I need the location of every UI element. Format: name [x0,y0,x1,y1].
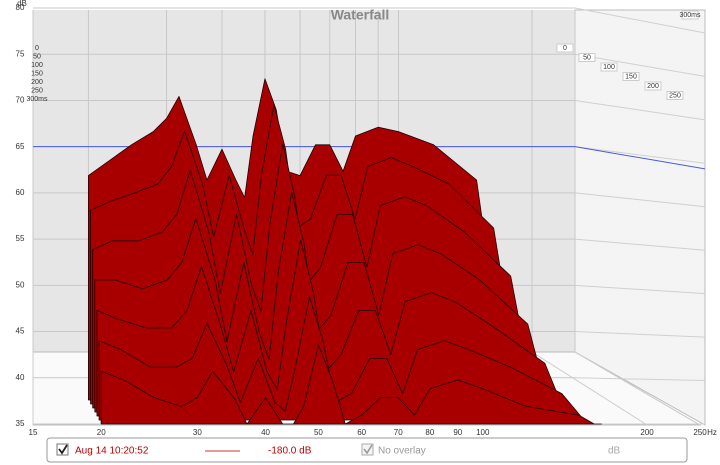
waterfall-slice [100,344,602,425]
y-tick-label: 75 [16,49,25,58]
time-tick-label: 0 [563,45,567,52]
time-tick-box [644,81,662,91]
level: -180.0 dB [268,446,312,457]
y-tick-label: 65 [16,142,25,151]
time-tick-label: 300ms [26,96,48,103]
y-tick-label: 35 [16,419,25,428]
x-tick-label: 60 [357,428,366,437]
y-tick-label: 60 [16,188,25,197]
time-tick-label: 50 [583,54,591,61]
y-tick-label: 55 [16,234,25,243]
y-tick-label: 70 [16,96,25,105]
time-tick-label: 200 [647,83,659,90]
grid-line [574,53,706,77]
time-tick-box [666,91,684,100]
y-tick-label: 50 [16,280,25,289]
time-tick-label: 250 [669,92,681,99]
x-unit: Hz [707,428,717,437]
x-tick-label: 70 [394,428,403,437]
time-tick-label: 100 [603,64,615,71]
time-tick-label: 300ms [679,12,701,19]
y-tick-label: 45 [16,327,25,336]
grid-line [574,238,706,251]
time-tick-label: 150 [31,70,43,77]
x-tick-label: 80 [425,428,434,437]
measurement-name: Aug 14 10:20:52 [75,446,149,457]
check [58,444,68,455]
time-tick-label: 200 [31,79,43,86]
time-tick-box [578,53,596,62]
grid-line [574,192,706,208]
time-tick-box [600,62,618,72]
grid-line [574,284,706,295]
grid-line [574,331,706,338]
grid-line [574,351,701,426]
x-tick-label: 50 [314,428,323,437]
x-tick-label: 250 [693,428,707,437]
grid-line [531,351,648,426]
time-tick-label: 50 [33,53,41,60]
x-tick-label: 20 [97,428,106,437]
time-tick-label: 150 [625,73,637,80]
overlay-checkbox[interactable] [361,443,374,456]
unit: dB [608,446,621,457]
check [363,444,373,455]
x-tick-label: 30 [193,428,202,437]
grid-line [574,377,706,382]
y-tick-label: 80 [16,3,25,12]
time-tick-label: 0 [35,45,39,52]
grid-line [574,7,706,34]
x-tick-label: 40 [261,428,270,437]
time-tick-box [681,10,699,20]
y-tick-label: 40 [16,373,25,382]
chart-title: Waterfall [331,7,390,23]
reference-line [33,146,706,170]
overlay: No overlay [378,446,426,457]
time-tick-label: 100 [31,62,43,69]
x-tick-label: 90 [453,428,462,437]
x-tick-label: 15 [29,428,38,437]
time-tick-box [556,43,574,53]
time-tick-label: 250 [31,87,43,94]
y-unit: dB [17,0,27,8]
right-wall [574,9,706,426]
time-tick-box [622,72,640,81]
checkbox[interactable] [56,443,69,456]
grid-line [574,146,706,164]
x-tick-label: 200 [640,428,654,437]
grid-line [574,99,706,121]
x-tick-label: 100 [476,428,490,437]
